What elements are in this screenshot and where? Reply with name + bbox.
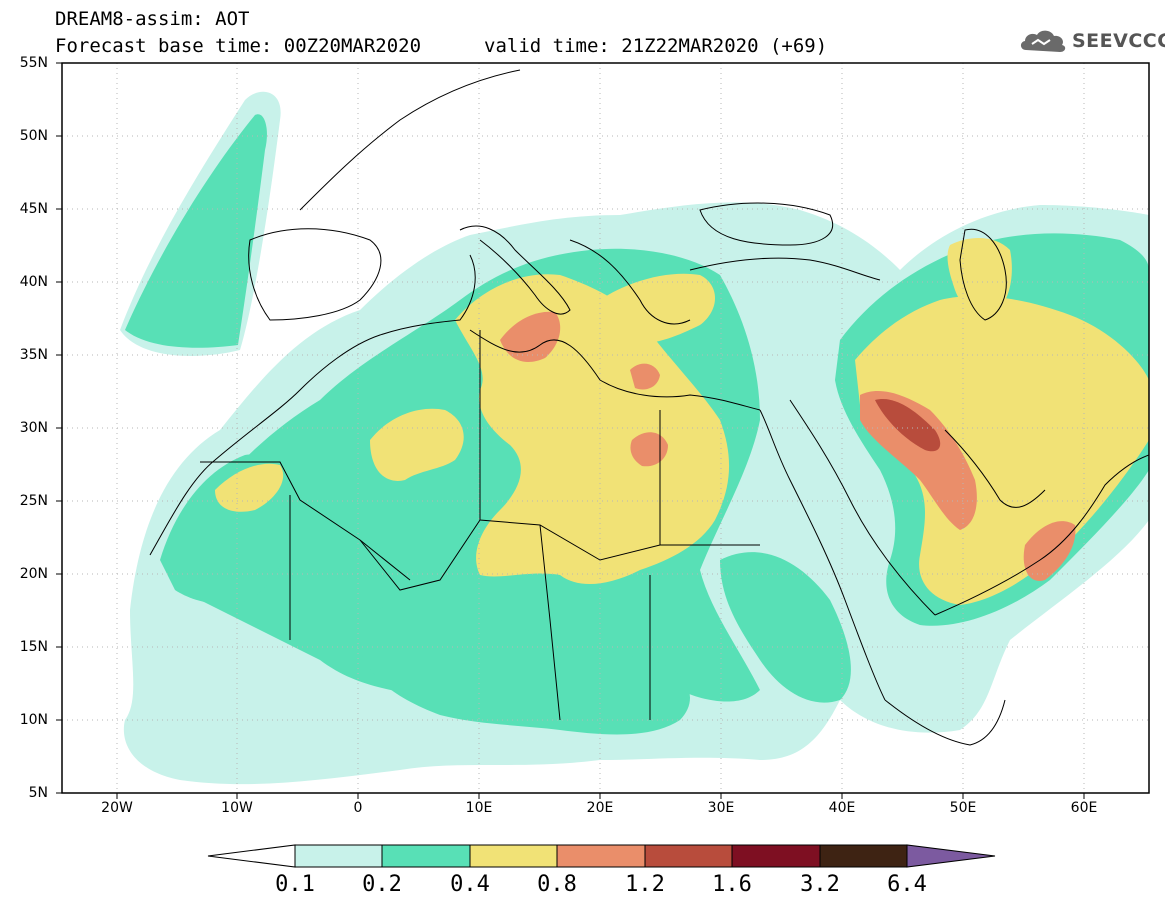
aot-field xyxy=(62,63,1149,793)
lat-label-45n: 45N xyxy=(19,201,48,217)
colorbar-bin-3.2-6.4 xyxy=(819,844,908,868)
lon-label-60e: 60E xyxy=(1070,800,1098,816)
colorbar-bin-0.1-0.2 xyxy=(294,844,383,868)
lon-label-0: 0 xyxy=(353,800,363,816)
lat-label-15n: 15N xyxy=(19,639,48,655)
aot-region-libya-high xyxy=(630,432,668,467)
colorbar-bin-0.2-0.4 xyxy=(381,844,471,868)
aot-region-sudan xyxy=(720,552,851,703)
aot-region-egypt-high xyxy=(630,363,660,390)
lat-label-30n: 30N xyxy=(19,420,48,436)
aot-region-tunisia-high xyxy=(500,311,561,363)
colorbar-bin-0.8-1.2 xyxy=(556,844,646,868)
colorbar-label: 6.4 xyxy=(887,872,927,897)
lon-label-30e: 30E xyxy=(707,800,735,816)
colorbar-label: 0.8 xyxy=(537,872,577,897)
aot-region-iraq-peak xyxy=(875,399,941,452)
aot-region-caspian-patch xyxy=(947,238,1012,317)
logo-text: SEEVCCC xyxy=(1072,30,1165,52)
aot-region-sahel xyxy=(360,601,690,735)
graticule xyxy=(62,63,1149,793)
aot-region-iraq-high xyxy=(860,390,977,530)
aot-region-algeria-patch xyxy=(370,408,464,481)
lat-label-20n: 20N xyxy=(19,566,48,582)
coastlines xyxy=(149,69,1149,746)
lon-label-20e: 20E xyxy=(586,800,614,816)
valid-time: valid time: 21Z22MAR2020 (+69) xyxy=(484,35,828,57)
forecast-base-time: Forecast base time: 00Z20MAR2020 xyxy=(55,35,422,57)
lat-label-25n: 25N xyxy=(19,493,48,509)
colorbar-label: 0.1 xyxy=(275,872,315,897)
aot-region-aegean xyxy=(598,273,715,345)
aot-region-oman-high xyxy=(1023,521,1076,581)
axis-ticks xyxy=(56,62,1085,799)
lon-label-40e: 40E xyxy=(828,800,856,816)
cloud-icon xyxy=(1020,30,1066,52)
lat-label-55n: 55N xyxy=(19,55,48,71)
aot-region-west-sahara-patch xyxy=(215,463,284,512)
lon-label-20w: 20W xyxy=(101,800,133,816)
lat-label-50n: 50N xyxy=(19,128,48,144)
colorbar-bin-1.2-1.6 xyxy=(644,844,733,868)
colorbar-label: 0.4 xyxy=(450,872,490,897)
aot-region-atlantic-core xyxy=(125,114,267,348)
lat-label-35n: 35N xyxy=(19,347,48,363)
seevccc-logo: SEEVCCC xyxy=(1018,26,1165,56)
colorbar-label: 1.2 xyxy=(625,872,665,897)
colorbar-under-arrow xyxy=(207,844,296,868)
lon-label-10e: 10E xyxy=(465,800,493,816)
colorbar-label: 0.2 xyxy=(362,872,402,897)
lat-label-40n: 40N xyxy=(19,274,48,290)
lat-label-5n: 5N xyxy=(28,785,48,801)
colorbar xyxy=(207,844,996,868)
colorbar-label: 1.6 xyxy=(712,872,752,897)
lon-label-10w: 10W xyxy=(221,800,253,816)
colorbar-over-arrow xyxy=(906,844,996,868)
map-title: DREAM8-assim: AOT xyxy=(55,8,250,30)
colorbar-label: 3.2 xyxy=(800,872,840,897)
lon-label-50e: 50E xyxy=(949,800,977,816)
colorbar-bin-0.4-0.8 xyxy=(469,844,558,868)
lat-label-10n: 10N xyxy=(19,712,48,728)
colorbar-bin-1.6-3.2 xyxy=(731,844,821,868)
